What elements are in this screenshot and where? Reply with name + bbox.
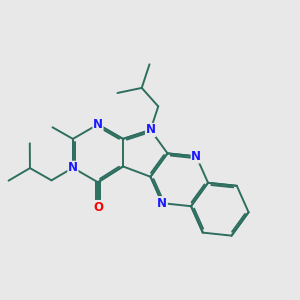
Text: N: N	[191, 150, 201, 163]
Text: N: N	[93, 118, 103, 131]
Text: N: N	[146, 123, 155, 136]
Text: N: N	[68, 161, 78, 174]
Text: N: N	[157, 197, 167, 210]
Text: O: O	[93, 201, 103, 214]
